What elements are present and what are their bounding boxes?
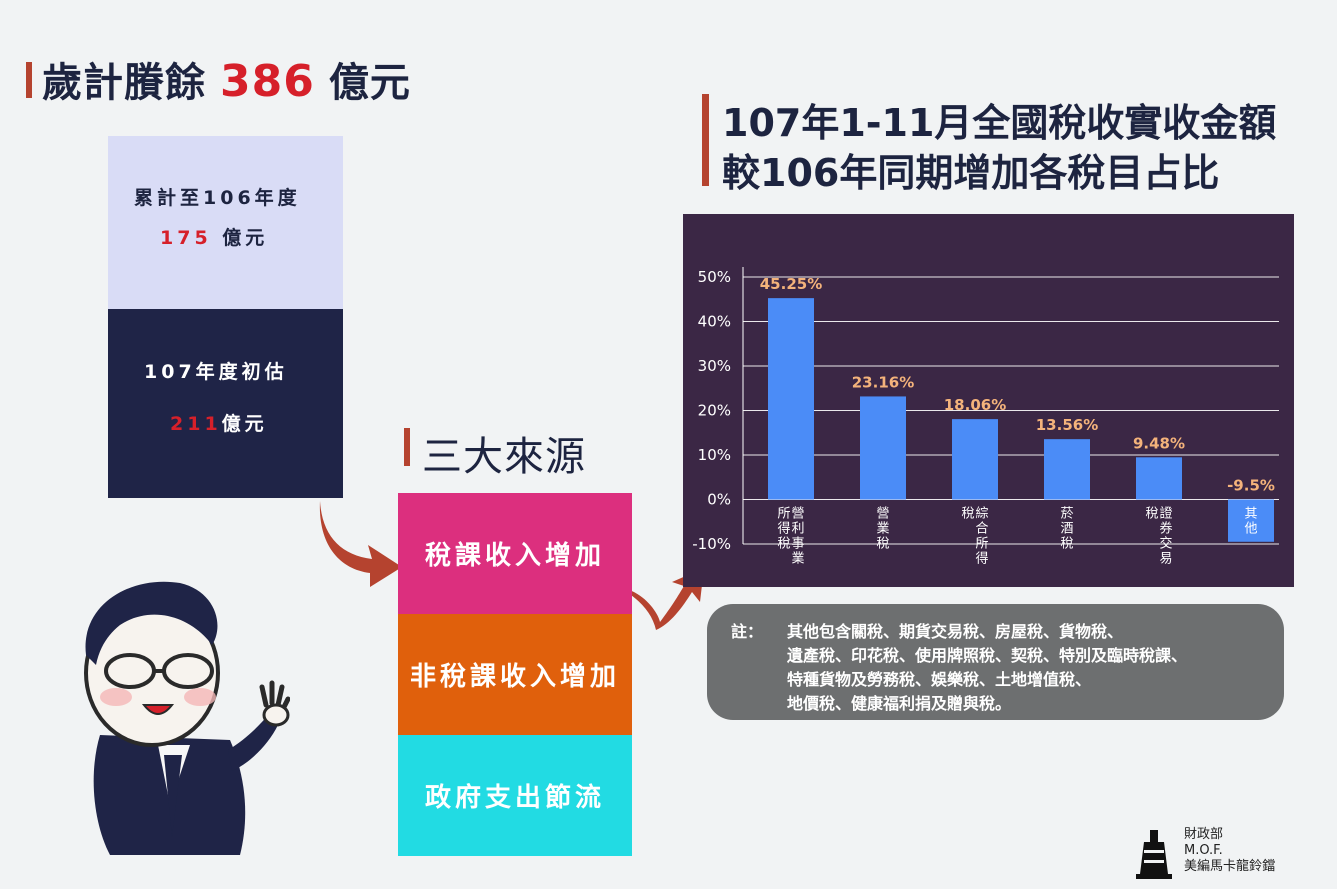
note-line: 特種貨物及勞務稅、娛樂稅、土地增值稅、 [787, 670, 1092, 689]
surplus-amount: 386 [220, 56, 315, 107]
note-box: 註： 其他包含關稅、期貨交易稅、房屋稅、貨物稅、 遺產稅、印花稅、使用牌照稅、契… [707, 604, 1284, 720]
note-label: 註： [731, 622, 764, 641]
chart-panel: 50% 40% 30% 20% 10% 0% -10% 45.25% 營利事業所得稅 23.16%… [683, 214, 1294, 587]
x-tick-label: 菸酒稅 [1060, 507, 1073, 552]
estimate-label: 107年度初估 [144, 361, 288, 383]
data-label: 9.48% [1133, 434, 1185, 452]
bar [1044, 439, 1090, 500]
source-expenditure-savings: 政府支出節流 [398, 735, 632, 856]
bar [860, 396, 906, 500]
cumulative-value: 175 億元 [160, 223, 268, 250]
cumulative-box: 累計至106年度 175 億元 [108, 136, 343, 309]
y-tick-label: 10% [698, 446, 731, 464]
sources-title: 三大來源 [422, 434, 586, 480]
y-tick-label: 0% [707, 491, 731, 509]
x-tick-label: 營利事業所得稅 [777, 507, 804, 567]
logo-line2: M.O.F. [1184, 843, 1223, 858]
x-tick-label: 證券交易稅 [1145, 506, 1172, 567]
bar [768, 298, 814, 500]
mof-logo: 財政部 M.O.F. 美編馬卡龍鈴鐺 [1132, 826, 1332, 882]
source-tax-revenue: 稅課收入增加 [398, 493, 632, 614]
estimate-amount: 211 [170, 413, 222, 435]
source-non-tax-revenue: 非稅課收入增加 [398, 614, 632, 735]
heading-accent-bar [702, 94, 709, 186]
cumulative-label: 累計至106年度 [134, 187, 301, 209]
data-label: 45.25% [760, 275, 822, 293]
data-label: 18.06% [944, 396, 1006, 414]
note-line: 遺產稅、印花稅、使用牌照稅、契稅、特別及臨時稅課、 [787, 646, 1188, 665]
logo-line1: 財政部 [1184, 827, 1224, 842]
estimate-box: 107年度初估 211億元 [108, 309, 343, 498]
surplus-prefix: 歲計賸餘 [42, 60, 206, 106]
estimate-unit: 億元 [221, 413, 268, 435]
y-tick-label: 30% [698, 357, 731, 375]
y-tick-label: 40% [698, 313, 731, 331]
data-label: -9.5% [1227, 477, 1275, 495]
heading-accent-bar [26, 62, 32, 98]
bar-chart: 50% 40% 30% 20% 10% 0% -10% 45.25% 營利事業所得稅 23.16%… [692, 267, 1279, 567]
bar [1228, 499, 1274, 542]
cumulative-unit: 億元 [222, 227, 269, 249]
x-tick-label: 營業稅 [876, 507, 889, 552]
y-tick-label: 50% [698, 268, 731, 286]
bar [952, 419, 998, 500]
curved-arrow-down-icon [319, 501, 402, 587]
logo-line3: 美編馬卡龍鈴鐺 [1184, 859, 1276, 874]
heading-accent-bar [404, 428, 410, 466]
x-tick-label: 綜合所得稅 [961, 507, 988, 567]
cartoon-character [84, 581, 290, 855]
cumulative-amount: 175 [160, 227, 212, 249]
y-tick-label: -10% [692, 535, 731, 553]
data-label: 23.16% [852, 373, 914, 391]
chart-title-line1: 107年1-11月全國稅收實收金額 [722, 101, 1277, 145]
note-line: 地價稅、健康福利捐及贈與稅。 [787, 694, 1012, 713]
note-line: 其他包含關稅、期貨交易稅、房屋稅、貨物稅、 [787, 622, 1124, 641]
surplus-unit: 億元 [328, 60, 411, 106]
chart-title-line2: 較106年同期增加各稅目占比 [722, 151, 1220, 195]
mof-emblem-icon [1136, 830, 1172, 879]
data-label: 13.56% [1036, 416, 1098, 434]
x-tick-label: 其他 [1244, 507, 1257, 537]
bar [1136, 457, 1182, 500]
y-tick-label: 20% [698, 402, 731, 420]
estimate-value: 211億元 [170, 409, 268, 436]
